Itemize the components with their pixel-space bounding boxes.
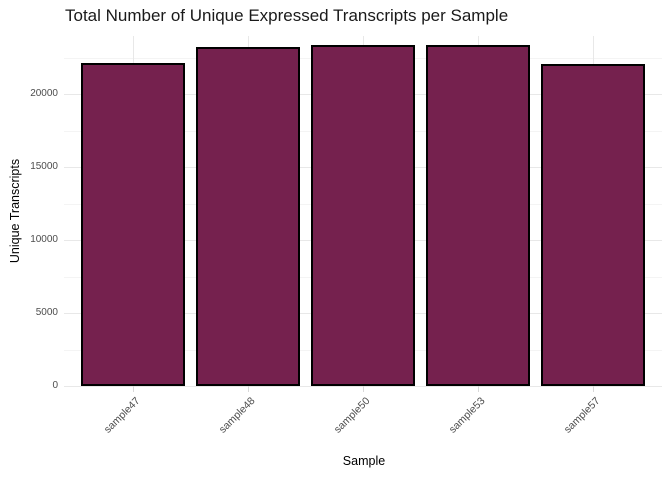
x-tick-mark xyxy=(133,386,134,392)
x-tick-mark xyxy=(363,386,364,392)
bar-sample48 xyxy=(196,46,300,386)
x-tick-mark xyxy=(478,386,479,392)
y-axis-title: Unique Transcripts xyxy=(8,158,22,264)
x-tick-label: sample57 xyxy=(561,395,603,436)
chart-title: Total Number of Unique Expressed Transcr… xyxy=(65,6,509,25)
x-tick-label: sample48 xyxy=(216,395,258,436)
bar-sample47 xyxy=(81,62,185,386)
plot-panel xyxy=(64,36,662,387)
x-tick-label: sample53 xyxy=(446,395,488,436)
y-tick-label: 10000 xyxy=(30,234,58,246)
y-tick-label: 15000 xyxy=(30,161,58,173)
bar-sample50 xyxy=(311,45,415,386)
bar-sample57 xyxy=(541,64,645,386)
x-tick-mark xyxy=(248,386,249,392)
y-tick-label: 20000 xyxy=(30,88,58,100)
bar-sample53 xyxy=(426,44,530,386)
y-tick-label: 5000 xyxy=(35,307,58,319)
x-tick-mark xyxy=(593,386,594,392)
x-axis-title: Sample xyxy=(342,454,386,468)
x-tick-label: sample47 xyxy=(101,395,143,436)
y-tick-label: 0 xyxy=(52,380,58,391)
